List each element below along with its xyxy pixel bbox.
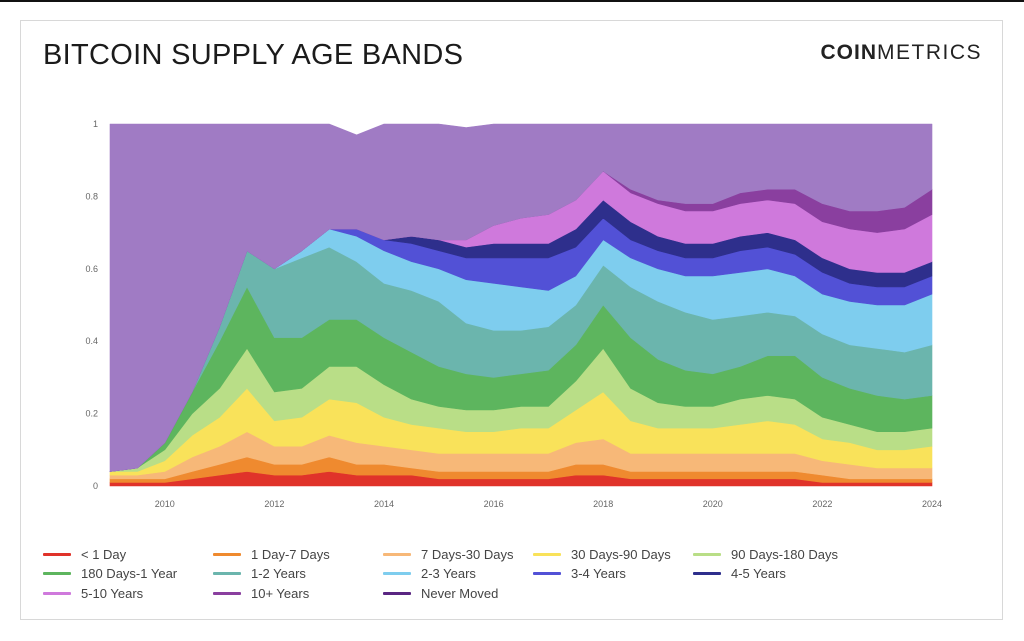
legend-label: 1 Day-7 Days: [251, 546, 330, 562]
legend-item-1-day: < 1 Day: [43, 545, 126, 563]
x-axis-ticks: 2010 2012 2014 2016 2018 2020 2022 2024: [155, 499, 942, 509]
legend-label: 30 Days-90 Days: [571, 546, 671, 562]
legend-swatch: [693, 572, 721, 575]
legend-item-30-days-90-days: 30 Days-90 Days: [533, 545, 671, 563]
legend-label: 5-10 Years: [81, 585, 144, 601]
legend-swatch: [43, 591, 71, 595]
legend-label: 4-5 Years: [731, 566, 786, 581]
legend-item-7-days-30-days: 7 Days-30 Days: [383, 545, 513, 563]
legend-swatch: [213, 552, 241, 556]
x-tick-label: 2012: [264, 499, 284, 509]
y-tick-label: 0.8: [85, 191, 98, 201]
legend-swatch: [383, 591, 411, 595]
legend-item-180-days-1-year: 180 Days-1 Year: [43, 565, 177, 583]
x-tick-label: 2018: [593, 499, 613, 509]
legend-item-2-3-years: 2-3 Years: [383, 565, 476, 583]
y-axis-ticks: 0 0.2 0.4 0.6 0.8 1: [85, 119, 98, 491]
legend-label: 90 Days-180 Days: [731, 546, 838, 562]
legend-label: 180 Days-1 Year: [81, 566, 178, 581]
legend-swatch: [213, 572, 241, 575]
y-tick-label: 0.6: [85, 264, 98, 274]
y-tick-label: 0.4: [85, 336, 98, 346]
legend-label: < 1 Day: [81, 546, 127, 562]
legend-item-5-10-years: 5-10 Years: [43, 584, 143, 602]
coinmetrics-logo: COINMETRICS: [821, 41, 983, 65]
legend-item-1-day-7-days: 1 Day-7 Days: [213, 545, 330, 563]
y-tick-label: 0: [93, 481, 98, 491]
area-series-group: [109, 123, 933, 487]
chart-card: BITCOIN SUPPLY AGE BANDS COINMETRICS 201…: [20, 20, 1003, 620]
x-tick-label: 2020: [703, 499, 723, 509]
legend-swatch: [43, 552, 71, 556]
legend-label: 10+ Years: [251, 585, 310, 601]
x-tick-label: 2010: [155, 499, 175, 509]
chart-title: BITCOIN SUPPLY AGE BANDS: [43, 39, 464, 71]
legend-item-90-days-180-days: 90 Days-180 Days: [693, 545, 838, 563]
legend-swatch: [43, 572, 71, 575]
legend-label: 7 Days-30 Days: [421, 546, 514, 562]
legend-item-3-4-years: 3-4 Years: [533, 565, 626, 583]
legend-item-never-moved: Never Moved: [383, 584, 498, 602]
legend-item-1-2-years: 1-2 Years: [213, 565, 306, 583]
area-never-moved: [109, 123, 933, 472]
legend-swatch: [693, 552, 721, 556]
y-tick-label: 0.2: [85, 409, 98, 419]
y-tick-label: 1: [93, 119, 98, 129]
top-border: [0, 0, 1024, 2]
legend-swatch: [533, 572, 561, 575]
logo-bold-part: COIN: [820, 41, 877, 64]
legend-item-4-5-years: 4-5 Years: [693, 565, 786, 583]
legend-label: Never Moved: [421, 585, 499, 601]
legend-swatch: [213, 591, 241, 595]
logo-light-part: METRICS: [877, 41, 982, 64]
legend-item-10-years: 10+ Years: [213, 584, 309, 602]
legend-swatch: [533, 552, 561, 556]
legend-label: 3-4 Years: [571, 566, 626, 581]
x-tick-label: 2022: [812, 499, 832, 509]
legend-swatch: [383, 572, 411, 575]
x-tick-label: 2016: [484, 499, 504, 509]
legend-label: 2-3 Years: [421, 566, 476, 581]
legend-label: 1-2 Years: [251, 566, 306, 581]
x-tick-label: 2024: [922, 499, 942, 509]
legend-swatch: [383, 552, 411, 556]
x-tick-label: 2014: [374, 499, 394, 509]
stacked-area-chart: 2010 2012 2014 2016 2018 2020 2022 2024 0 0.2 0.4…: [85, 119, 942, 509]
